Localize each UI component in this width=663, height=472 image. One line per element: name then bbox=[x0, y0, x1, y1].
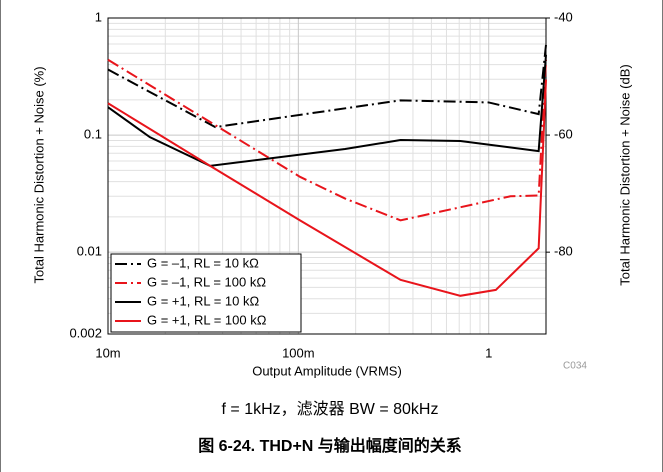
plot-border bbox=[107, 17, 547, 335]
y-tick-label: 0.1 bbox=[84, 127, 102, 142]
series-line bbox=[107, 44, 547, 129]
y-tick-label: 0.002 bbox=[69, 325, 102, 340]
legend-label: G = –1, RL = 10 kΩ bbox=[147, 255, 259, 270]
y-axis-label: Total Harmonic Distortion + Noise (%) bbox=[31, 66, 46, 283]
x-axis-label: Output Amplitude (VRMS) bbox=[252, 363, 402, 378]
y2-tick-label: -40 bbox=[554, 9, 573, 24]
y2-tick-label: -60 bbox=[554, 127, 573, 142]
x-tick-label: 100m bbox=[282, 345, 315, 360]
legend-label: G = +1, RL = 10 kΩ bbox=[147, 293, 259, 308]
legend-label: G = +1, RL = 100 kΩ bbox=[147, 312, 267, 327]
caption: 图 6-24. THD+N 与输出幅度间的关系 bbox=[198, 436, 462, 455]
legend-box bbox=[110, 253, 302, 333]
y2-tick-label: -80 bbox=[554, 244, 573, 259]
series-line bbox=[107, 54, 547, 167]
x-tick-label: 10m bbox=[95, 345, 120, 360]
y-tick-label: 0.01 bbox=[77, 244, 102, 259]
chart-code: C034 bbox=[563, 361, 587, 372]
series-line bbox=[107, 79, 547, 297]
x-tick-label: 1 bbox=[485, 345, 492, 360]
y2-axis-label: Total Harmonic Distortion + Noise (dB) bbox=[617, 64, 632, 285]
y-tick-label: 1 bbox=[95, 9, 102, 24]
series-line bbox=[107, 58, 547, 222]
legend-label: G = –1, RL = 100 kΩ bbox=[147, 274, 266, 289]
subtitle: f = 1kHz，滤波器 BW = 80kHz bbox=[222, 400, 439, 418]
